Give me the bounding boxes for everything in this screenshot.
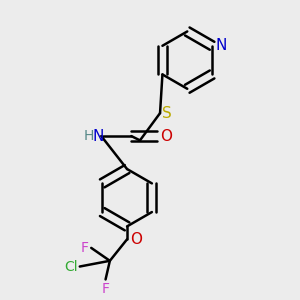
Text: O: O [130,232,142,247]
Text: Cl: Cl [64,260,77,274]
Text: O: O [160,129,172,144]
Text: F: F [102,282,110,296]
Text: N: N [215,38,227,53]
Text: H: H [83,129,94,143]
Text: S: S [162,106,172,121]
Text: F: F [81,241,89,255]
Text: N: N [93,129,104,144]
